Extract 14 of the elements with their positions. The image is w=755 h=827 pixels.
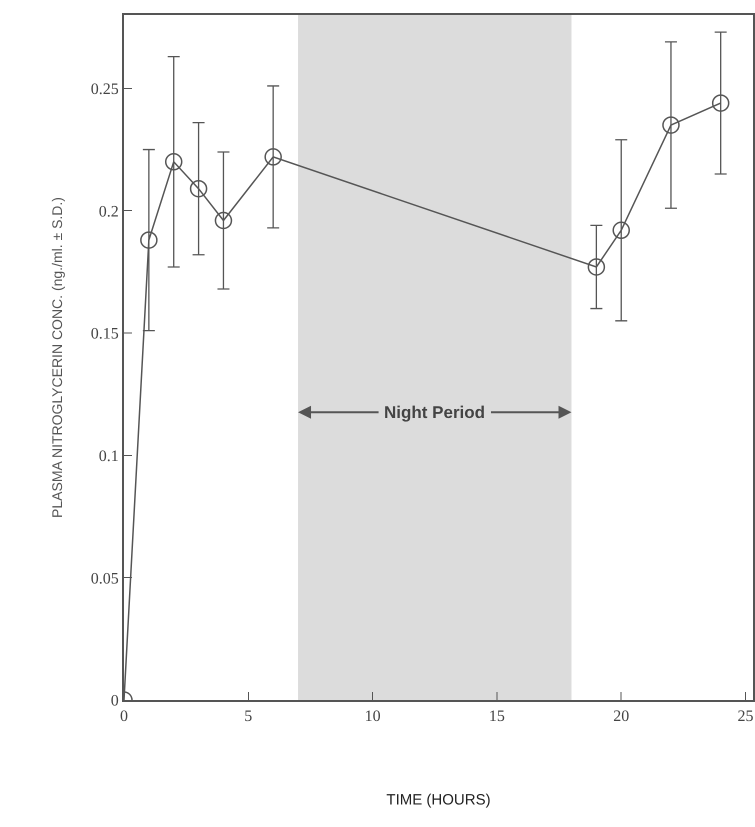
- x-axis-title: TIME (HOURS): [386, 792, 491, 809]
- y-tick-label: 0.15: [90, 326, 119, 343]
- band-label: Night Period: [384, 403, 486, 422]
- y-tick-label: 0.1: [98, 448, 119, 465]
- x-tick-label: 15: [488, 708, 505, 726]
- y-axis-title: PLASMA NITROGLYCERIN CONC. (ng./ml. ± S.D.): [48, 197, 65, 518]
- x-tick-label: 5: [244, 708, 252, 726]
- x-tick-label: 20: [613, 708, 630, 726]
- x-tick-label: 10: [364, 708, 381, 726]
- y-tick-label: 0: [110, 692, 119, 710]
- y-tick-label: 0.05: [90, 570, 119, 588]
- y-tick-label: 0.25: [90, 80, 119, 98]
- y-tick-label: 0.2: [98, 203, 119, 220]
- x-tick-label: 25: [738, 708, 754, 726]
